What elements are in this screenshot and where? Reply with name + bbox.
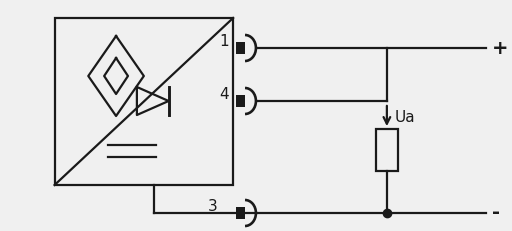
Bar xyxy=(376,129,398,171)
Bar xyxy=(236,95,245,107)
Text: Ua: Ua xyxy=(395,109,415,125)
Text: 4: 4 xyxy=(220,87,229,102)
Bar xyxy=(236,42,245,54)
Text: 3: 3 xyxy=(207,199,217,214)
Bar xyxy=(55,18,233,185)
Text: +: + xyxy=(492,39,508,58)
Text: 1: 1 xyxy=(220,34,229,49)
Text: -: - xyxy=(492,204,500,222)
Bar xyxy=(236,207,245,219)
